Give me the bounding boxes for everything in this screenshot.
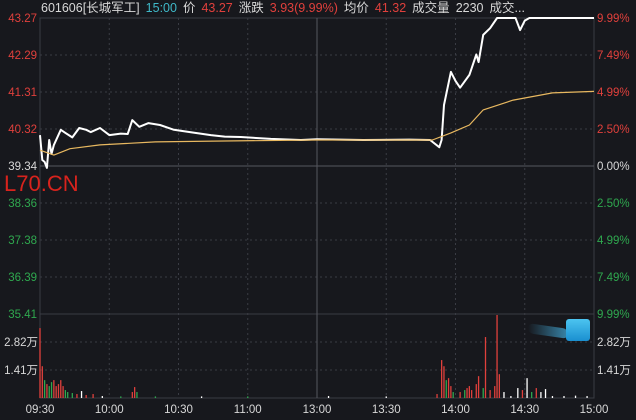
time-tick-label: 09:30: [26, 404, 55, 416]
pct-tick-label: 9.99%: [597, 13, 630, 25]
price-line: [39, 17, 594, 169]
quote-header: 601606[长城军工] 15:00 价 43.27 涨跌 3.93(9.99%) 均价 41…: [41, 0, 531, 16]
pct-tick-label: 7.49%: [597, 50, 630, 62]
time-tick-label: 15:00: [580, 404, 609, 416]
time-tick-label: 14:00: [441, 404, 470, 416]
stock-code-name: 601606[长城军工]: [41, 1, 140, 15]
time-tick-label: 13:00: [303, 404, 332, 416]
time-tick-label: 13:30: [372, 404, 401, 416]
price-tick-label: 43.27: [8, 13, 37, 25]
quote-time: 15:00: [145, 1, 177, 15]
price-label: 价: [182, 1, 196, 15]
volume-value: 2230: [455, 1, 484, 15]
avg-value: 41.32: [374, 1, 407, 15]
volume-tick-label: 1.41万: [4, 365, 38, 377]
price-tick-label: 38.36: [8, 198, 37, 210]
time-tick-label: 10:00: [95, 404, 124, 416]
price-value: 43.27: [201, 1, 233, 15]
pct-tick-label: 0.00%: [597, 161, 630, 173]
time-tick-label: 10:30: [164, 404, 193, 416]
watermark: L70.CN: [4, 171, 79, 196]
avg-label: 均价: [343, 1, 369, 15]
time-tick-label: 14:30: [510, 404, 539, 416]
price-tick-label: 41.31: [8, 87, 37, 99]
price-tick-label: 39.34: [8, 161, 37, 173]
floating-widget-icon[interactable]: [566, 319, 590, 341]
time-tick-label: 11:00: [234, 404, 262, 416]
volume-tick-label: 1.41万: [597, 365, 631, 377]
pct-tick-label: 2.50%: [597, 124, 630, 136]
price-tick-label: 37.38: [8, 235, 37, 247]
price-tick-label: 42.29: [8, 50, 37, 62]
price-tick-label: 36.39: [8, 272, 37, 284]
pct-tick-label: 2.50%: [597, 198, 630, 210]
average-price-line: [39, 90, 595, 156]
change-value: 3.93(9.99%): [269, 1, 338, 15]
price-tick-label: 35.41: [8, 309, 37, 321]
amount-label: 成交...: [489, 1, 525, 15]
volume-tick-label: 2.82万: [597, 337, 631, 349]
price-tick-label: 40.32: [8, 124, 37, 136]
pct-tick-label: 7.49%: [597, 272, 630, 284]
volume-tick-label: 2.82万: [4, 337, 38, 349]
pct-tick-label: 4.99%: [597, 87, 630, 99]
pct-tick-label: 9.99%: [597, 309, 630, 321]
volume-label: 成交量: [412, 1, 450, 15]
pct-tick-label: 4.99%: [597, 235, 630, 247]
change-label: 涨跌: [238, 1, 264, 15]
